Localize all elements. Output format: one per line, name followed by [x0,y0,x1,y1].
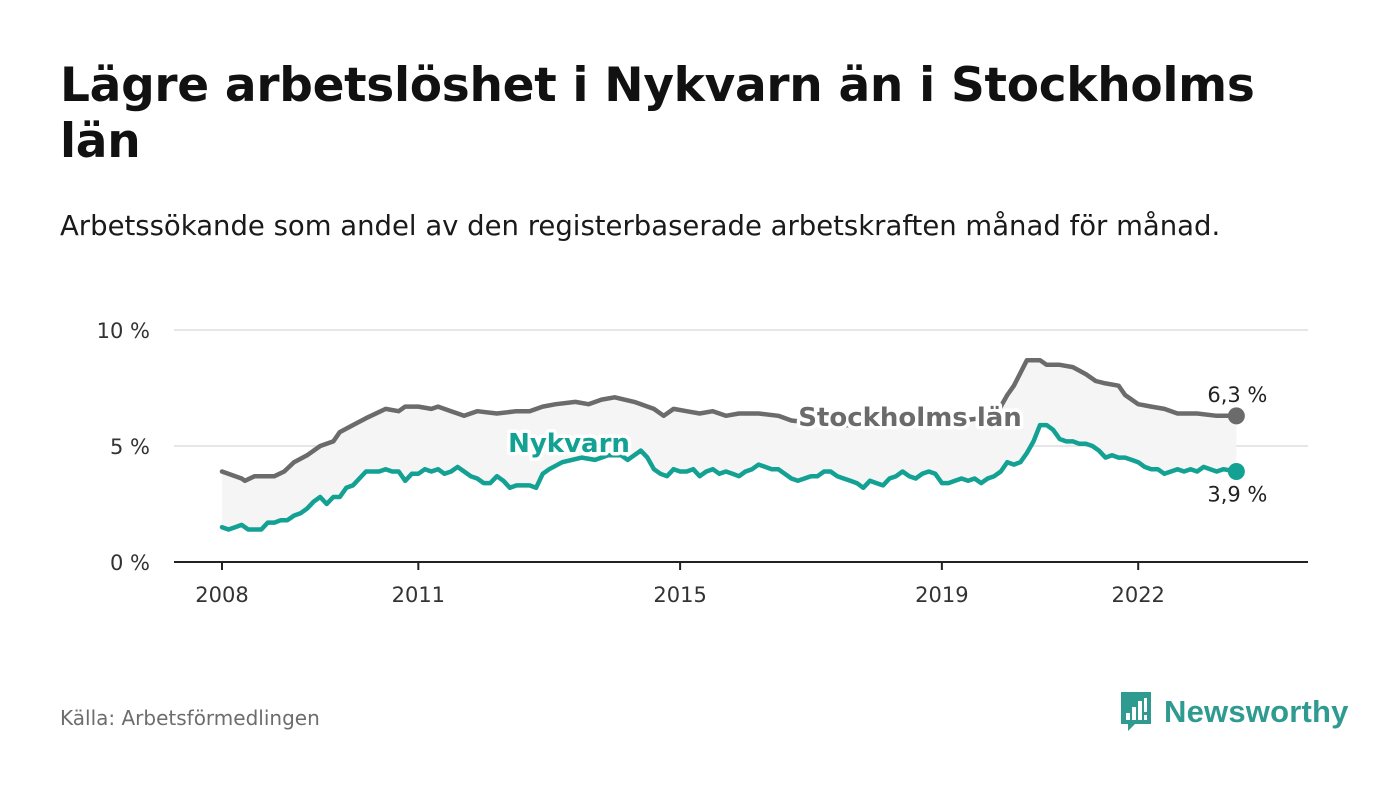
band-area [222,360,1237,530]
source-note: Källa: Arbetsförmedlingen [60,706,320,730]
brand-name: Newsworthy [1164,694,1349,729]
x-tick-label: 2011 [392,583,445,607]
newsworthy-logo[interactable]: Newsworthy [1118,688,1349,736]
series-line-stockholm [219,357,1239,484]
newsworthy-logo-icon [1121,692,1151,731]
y-tick-label: 10 % [97,319,150,343]
end-value-label-stockholm: 6,3 % [1207,383,1267,407]
y-tick-label: 5 % [110,435,150,459]
x-tick-label: 2022 [1111,583,1164,607]
end-marker-stockholm [1227,407,1245,425]
series-lines [219,357,1245,532]
end-marker-nykvarn [1227,463,1245,481]
x-tick-label: 2015 [653,583,706,607]
y-tick-label: 0 % [110,551,150,575]
x-tick-label: 2019 [915,583,968,607]
series-label-stockholm: Stockholms län [798,403,1022,433]
series-line-nykvarn [219,422,1239,532]
chart-title: Lägre arbetslöshet i Nykvarn än i Stockh… [60,58,1255,169]
x-tick-label: 2008 [195,583,248,607]
x-axis: 2008 2011 2015 2019 2022 [174,561,1308,607]
range-band [222,360,1237,530]
series-labels: 6,3 % 3,9 % Stockholms län Nykvarn [505,383,1268,507]
series-label-nykvarn: Nykvarn [508,429,630,459]
end-value-label-nykvarn: 3,9 % [1207,483,1267,507]
chart-subtitle: Arbetssökande som andel av den registerb… [60,210,1221,242]
